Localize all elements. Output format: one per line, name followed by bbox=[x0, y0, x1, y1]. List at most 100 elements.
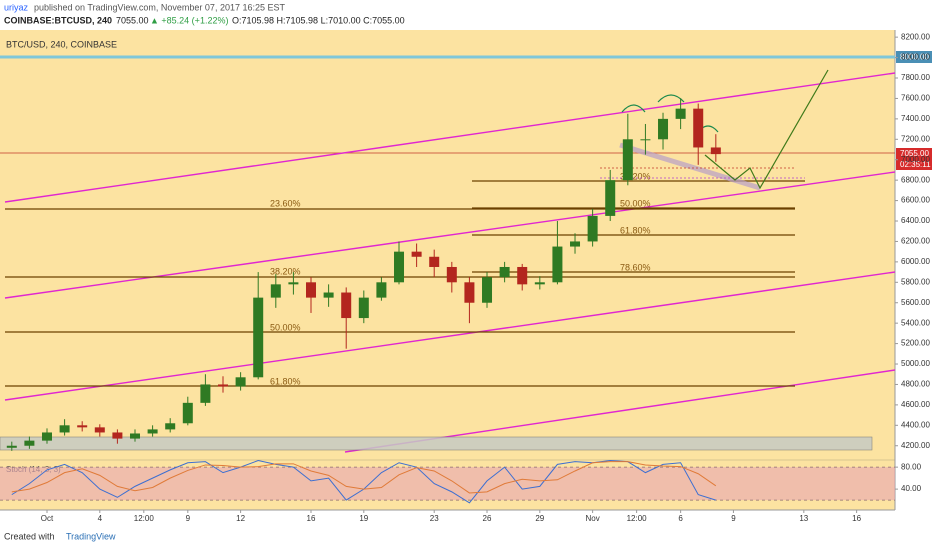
candle-body bbox=[147, 429, 158, 434]
candle-body bbox=[605, 180, 616, 216]
y-tick-label: 7000.00 bbox=[901, 155, 930, 164]
y-tick-label: 7600.00 bbox=[901, 94, 930, 103]
candle-body bbox=[482, 277, 493, 303]
created-with: Created with bbox=[4, 531, 55, 541]
fib-label: 50.00% bbox=[620, 198, 651, 208]
x-tick-label: 6 bbox=[678, 514, 683, 523]
y-tick-label: 80.00 bbox=[901, 462, 922, 471]
candle-body bbox=[499, 266, 510, 278]
y-tick-label: 6200.00 bbox=[901, 237, 930, 246]
candle-body bbox=[77, 425, 88, 428]
candle-body bbox=[288, 282, 299, 285]
fib-label: 38.20% bbox=[270, 266, 301, 276]
channel-line bbox=[4, 72, 896, 203]
candle-body bbox=[411, 251, 422, 257]
candle-body bbox=[306, 282, 317, 298]
y-tick-label: 6000.00 bbox=[901, 257, 930, 266]
y-tick-label: 4600.00 bbox=[901, 400, 930, 409]
candle-body bbox=[94, 427, 105, 433]
candle-body bbox=[270, 284, 281, 298]
level-price-box bbox=[896, 51, 932, 63]
fib-label: 50.00% bbox=[270, 322, 301, 332]
candle-body bbox=[235, 377, 246, 387]
projection bbox=[704, 69, 829, 190]
candle-body bbox=[341, 292, 352, 319]
countdown: 02:35:11 bbox=[900, 160, 931, 169]
y-tick-label: 5800.00 bbox=[901, 277, 930, 286]
last-price: 7055.00 bbox=[116, 15, 149, 25]
y-tick-label: 5000.00 bbox=[901, 359, 930, 368]
candle-body bbox=[534, 282, 545, 285]
brand[interactable]: TradingView bbox=[66, 531, 116, 541]
x-tick-label: 19 bbox=[359, 514, 368, 523]
candle-body bbox=[59, 425, 70, 433]
candle-body bbox=[323, 292, 334, 298]
x-tick-label: 9 bbox=[731, 514, 736, 523]
events-bar bbox=[0, 436, 873, 451]
candle-body bbox=[165, 423, 176, 430]
x-tick-label: Oct bbox=[41, 514, 54, 523]
ohlc: O:7105.98 H:7105.98 L:7010.00 C:7055.00 bbox=[232, 15, 405, 25]
candle-body bbox=[24, 440, 35, 446]
y-tick-label: 5200.00 bbox=[901, 339, 930, 348]
candle-body bbox=[376, 282, 387, 298]
candle-body bbox=[446, 266, 457, 283]
stoch-band bbox=[0, 467, 895, 501]
candle-body bbox=[6, 445, 17, 448]
x-tick-label: Nov bbox=[586, 514, 600, 523]
candle-body bbox=[112, 432, 123, 439]
candle-body bbox=[200, 384, 211, 403]
y-tick-label: 8000.00 bbox=[901, 53, 930, 62]
fib-label: 61.80% bbox=[270, 376, 301, 386]
last-price-box bbox=[896, 148, 932, 170]
y-tick-label: 40.00 bbox=[901, 484, 922, 493]
candle-body bbox=[658, 118, 669, 140]
y-tick-label: 8200.00 bbox=[901, 32, 930, 41]
y-tick-label: 4800.00 bbox=[901, 380, 930, 389]
last-price-label: 7055.00 bbox=[900, 149, 929, 158]
candle-body bbox=[587, 215, 598, 242]
fib-label: 23.60% bbox=[270, 198, 301, 208]
candle-body bbox=[429, 256, 440, 267]
x-tick-label: 4 bbox=[98, 514, 103, 523]
candle-body bbox=[693, 108, 704, 148]
y-tick-label: 7800.00 bbox=[901, 73, 930, 82]
x-tick-label: 9 bbox=[186, 514, 191, 523]
wedge bbox=[619, 142, 761, 191]
candle-body bbox=[182, 402, 193, 424]
legend: BTC/USD, 240, COINBASE bbox=[6, 39, 117, 49]
x-tick-label: 16 bbox=[852, 514, 861, 523]
symbol: COINBASE:BTCUSD, 240 bbox=[4, 15, 112, 25]
y-tick-label: 5600.00 bbox=[901, 298, 930, 307]
candle-body bbox=[394, 251, 405, 283]
x-tick-label: 12 bbox=[236, 514, 245, 523]
x-tick-label: 16 bbox=[307, 514, 316, 523]
candle-body bbox=[710, 147, 721, 155]
fib-label: 38.20% bbox=[620, 171, 651, 181]
candle-body bbox=[464, 282, 475, 303]
author[interactable]: uriyaz bbox=[4, 2, 29, 12]
y-tick-label: 6800.00 bbox=[901, 175, 930, 184]
x-tick-label: 29 bbox=[535, 514, 544, 523]
channel-line bbox=[4, 271, 896, 401]
y-tick-label: 7400.00 bbox=[901, 114, 930, 123]
candle-body bbox=[675, 108, 686, 119]
x-tick-label: 26 bbox=[483, 514, 492, 523]
candle-body bbox=[570, 241, 581, 247]
fib-label: 61.80% bbox=[620, 225, 651, 235]
y-tick-label: 6400.00 bbox=[901, 216, 930, 225]
candle-body bbox=[218, 384, 229, 387]
candle-body bbox=[358, 297, 369, 319]
change: ▲ +85.24 (+1.22%) bbox=[150, 15, 228, 25]
level-price: 8000.00 bbox=[900, 53, 929, 62]
candle-body bbox=[129, 433, 140, 439]
y-tick-label: 5400.00 bbox=[901, 318, 930, 327]
candle-body bbox=[41, 432, 52, 441]
x-tick-label: 12:00 bbox=[134, 514, 155, 523]
x-tick-label: 23 bbox=[430, 514, 439, 523]
candle-body bbox=[253, 297, 264, 378]
x-tick-label: 13 bbox=[799, 514, 808, 523]
candle-body bbox=[552, 246, 563, 283]
y-tick-label: 4400.00 bbox=[901, 420, 930, 429]
